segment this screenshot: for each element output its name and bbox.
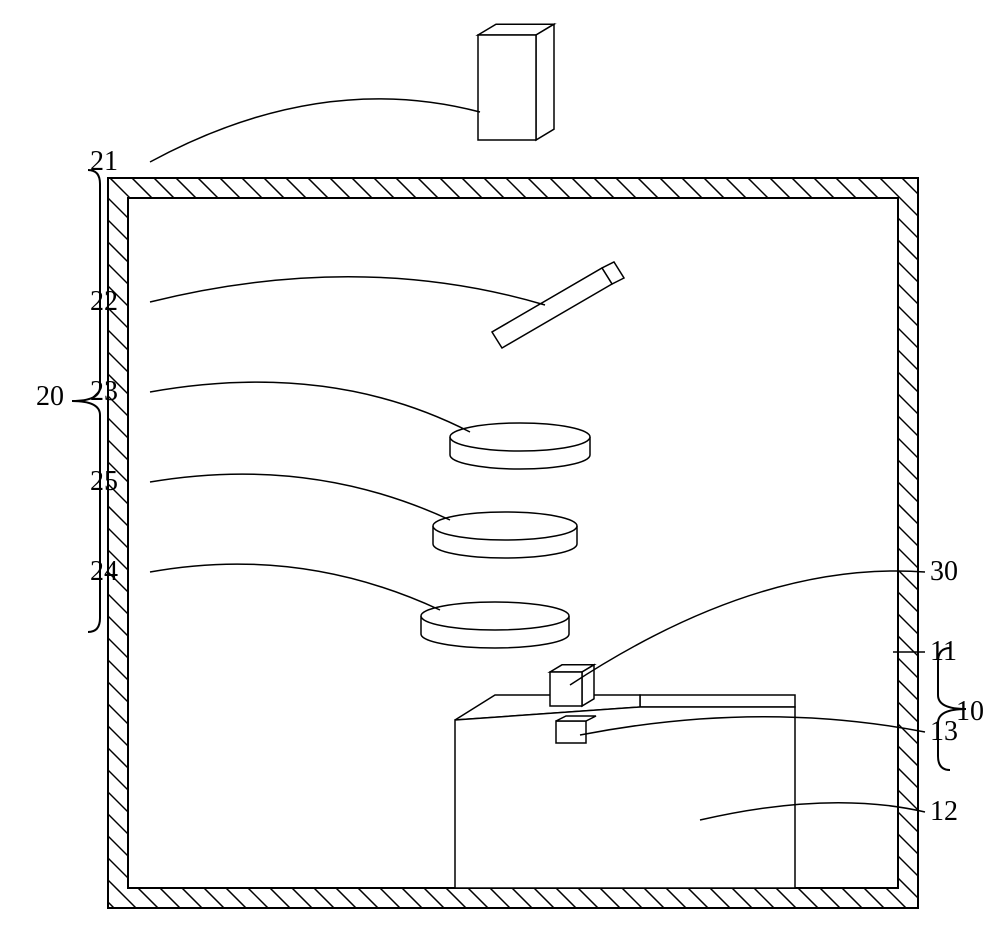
disc-24: [421, 602, 569, 648]
leader-n25: [150, 474, 450, 520]
label-22: 22: [90, 286, 118, 317]
leader-n23: [150, 382, 470, 432]
label-11: 11: [930, 636, 957, 667]
leader-n22: [150, 277, 545, 305]
tilted-plate-22: [492, 262, 624, 348]
label-23: 23: [90, 376, 118, 407]
label-20: 20: [36, 381, 64, 412]
leader-n30: [570, 571, 925, 685]
label-13: 13: [930, 716, 958, 747]
disc-23: [450, 423, 590, 469]
disc-25: [433, 512, 577, 558]
leader-n21: [150, 99, 480, 162]
base-block: [455, 695, 795, 888]
leader-n24: [150, 564, 440, 610]
label-12: 12: [930, 796, 958, 827]
label-21: 21: [90, 146, 118, 177]
part-21: [478, 24, 554, 140]
label-30: 30: [930, 556, 958, 587]
label-25: 25: [90, 466, 118, 497]
label-24: 24: [90, 556, 118, 587]
label-10: 10: [956, 696, 984, 727]
part-30: [550, 665, 594, 706]
diagram-canvas: 21 22 23 25 24 20 30 13 11 12 10: [0, 0, 1000, 933]
